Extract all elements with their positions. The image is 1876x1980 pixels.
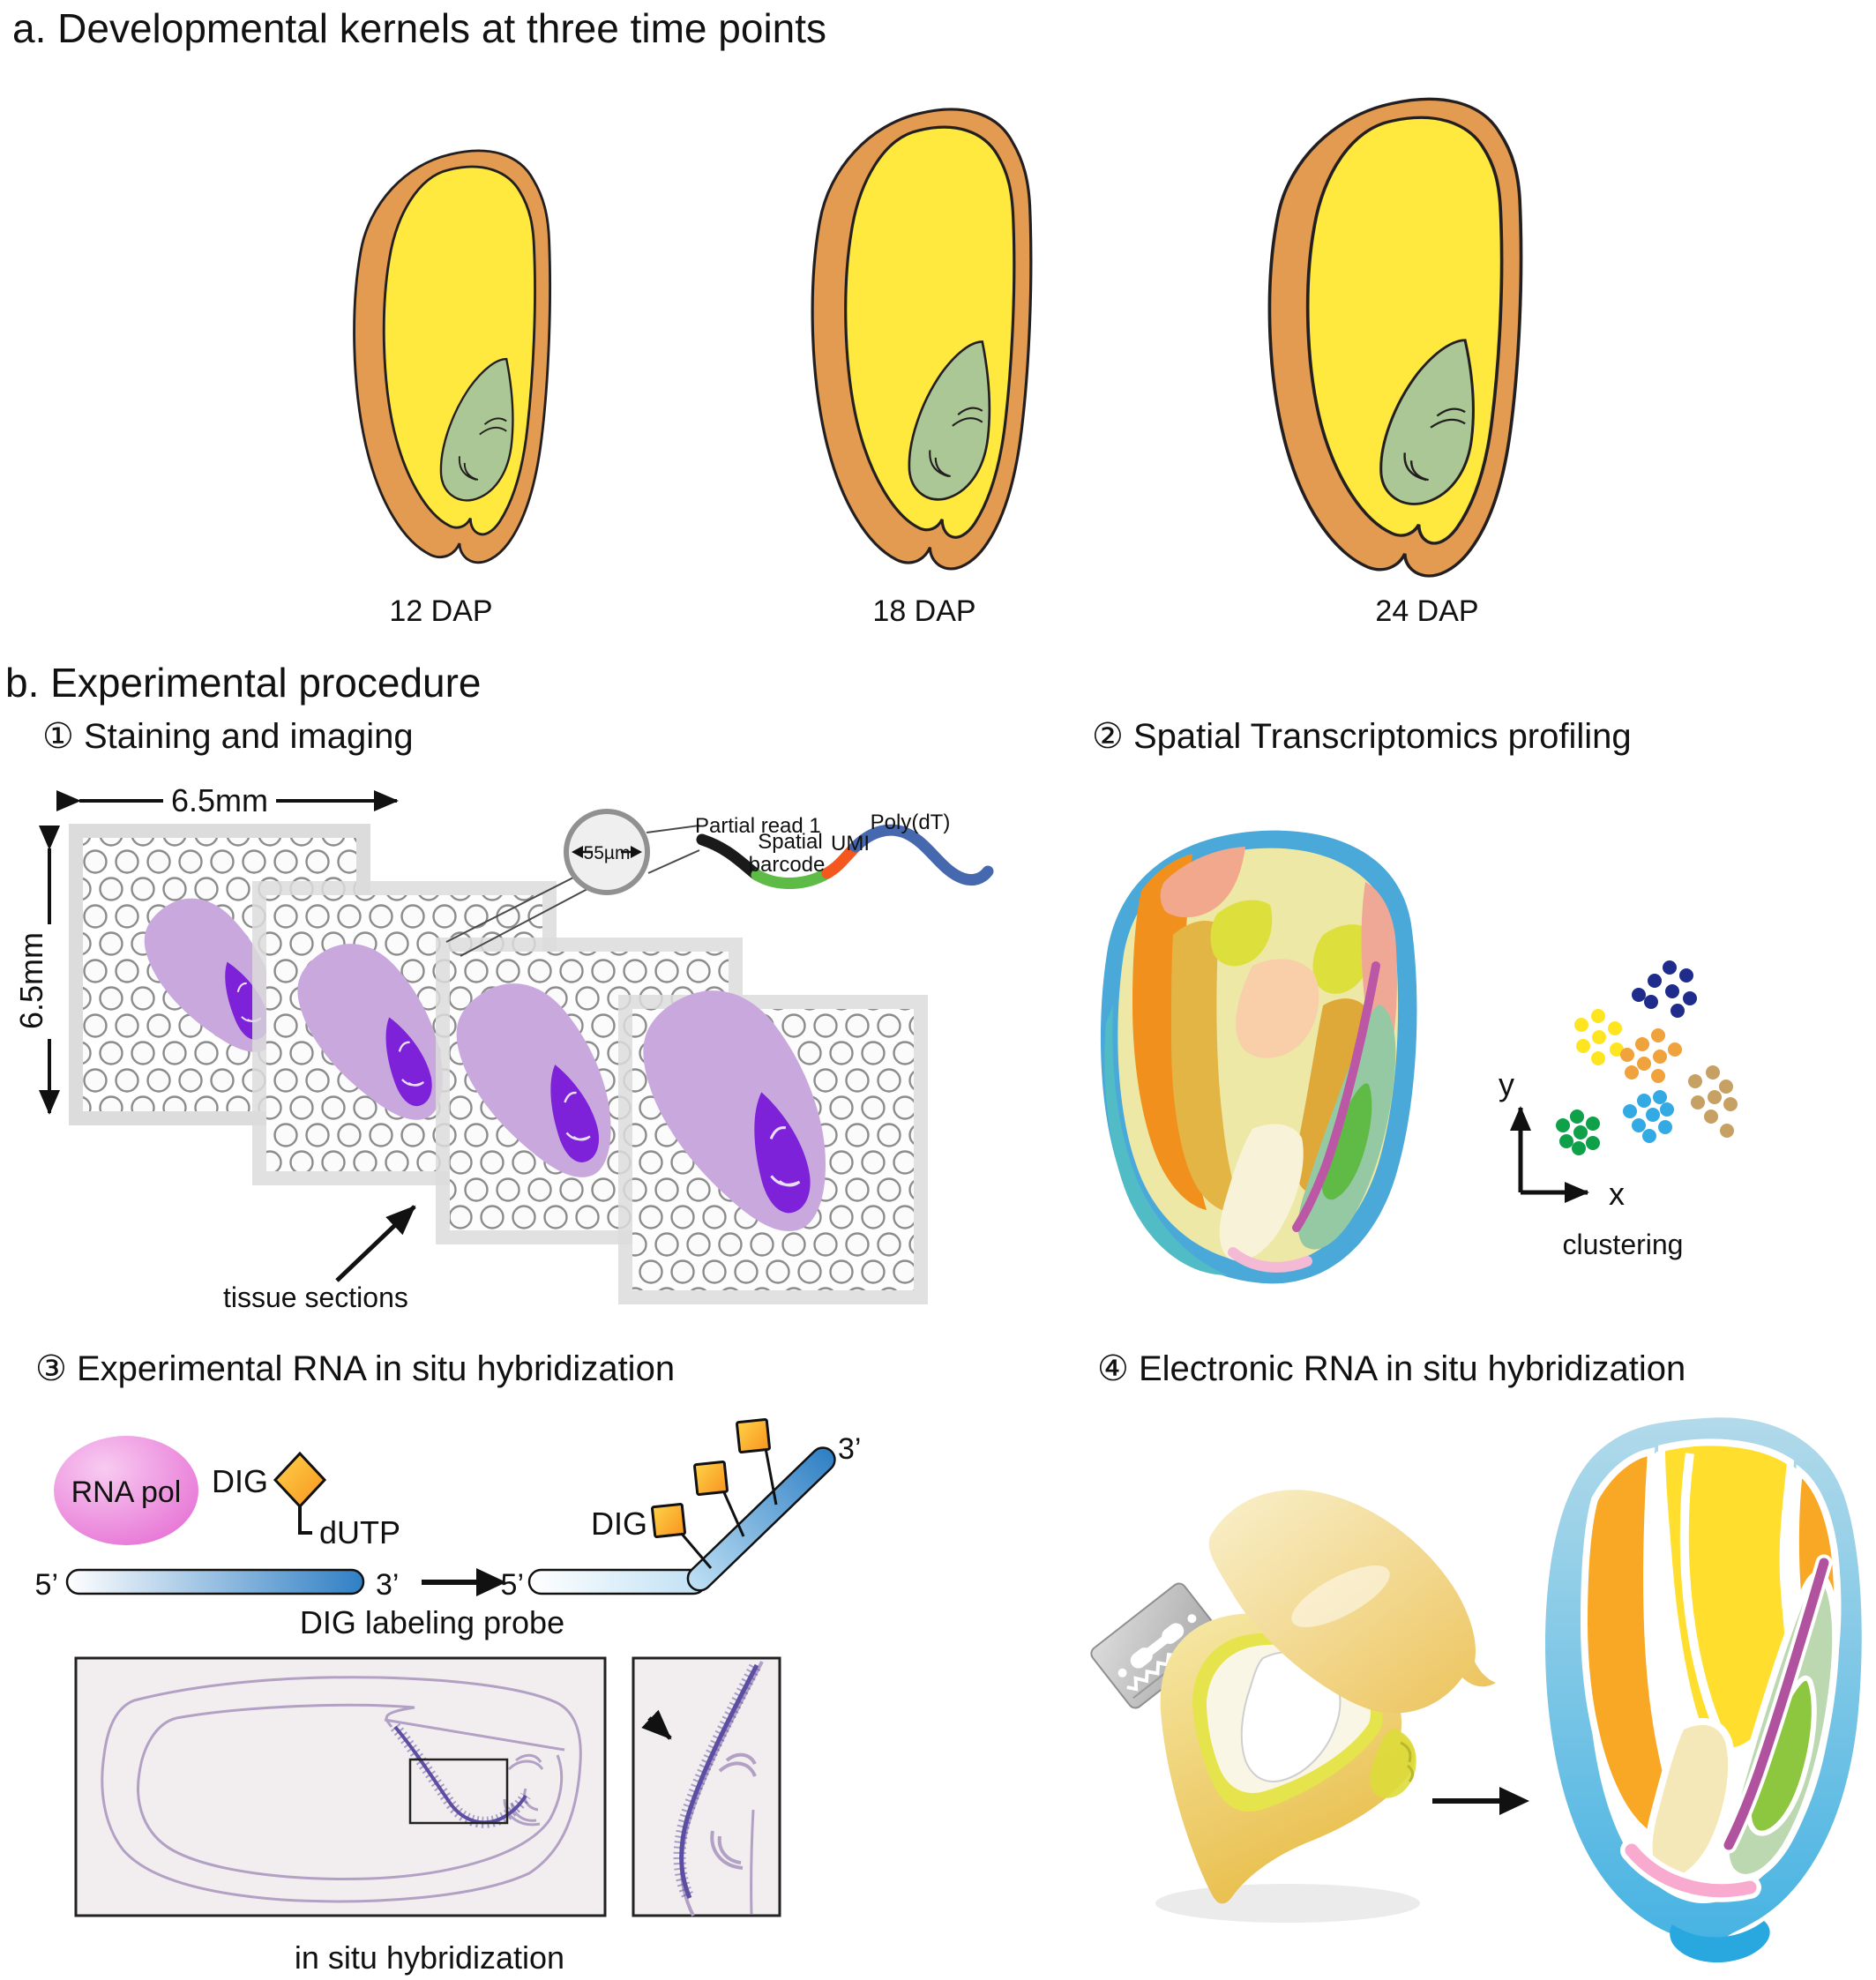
kernel-label-12dap: 12 DAP bbox=[389, 594, 492, 628]
zoom-connector-line bbox=[445, 876, 576, 943]
probe2-5prime-label: 5’ bbox=[501, 1568, 524, 1602]
dig-square-icon bbox=[736, 1418, 771, 1453]
spot-zoom-circle: 55µm bbox=[564, 809, 650, 895]
panel-a-title: a. Developmental kernels at three time p… bbox=[12, 5, 826, 51]
barcoded-read bbox=[696, 824, 994, 889]
ish-panel-main bbox=[74, 1656, 607, 1917]
ish-sketch bbox=[101, 1676, 582, 1903]
zoom-connector-line bbox=[647, 849, 700, 874]
right-arrow-icon bbox=[631, 846, 642, 858]
kernel-region-magenta-stripe bbox=[1292, 961, 1380, 1232]
kernel-region-cream bbox=[1219, 1124, 1304, 1261]
x-axis-label: x bbox=[1609, 1176, 1625, 1212]
dig-square-icon bbox=[651, 1503, 686, 1538]
rna-pol-ellipse bbox=[54, 1436, 198, 1545]
read-segment-polydt bbox=[849, 824, 994, 886]
eish-region-base-blue bbox=[1670, 1921, 1770, 1963]
step1-title: ① Staining and imaging bbox=[42, 717, 414, 756]
probe1-3prime-label: 3’ bbox=[376, 1568, 399, 1602]
reaction-arrow-head bbox=[476, 1568, 506, 1596]
spatial-barcode-label-2: barcode bbox=[749, 853, 826, 877]
chip-width-label: 6.5mm bbox=[171, 782, 268, 818]
tissue-sections-arrow bbox=[335, 1205, 416, 1282]
kernel-24dap bbox=[1267, 97, 1523, 578]
dig-label: DIG bbox=[212, 1463, 268, 1499]
kernel-12dap bbox=[353, 149, 552, 564]
kernel-region-mustard bbox=[1171, 921, 1242, 1213]
tissue-sections-label: tissue sections bbox=[223, 1281, 408, 1313]
kernel-region-green bbox=[1321, 1083, 1372, 1200]
y-axis-label: y bbox=[1499, 1066, 1514, 1102]
cluster-tan bbox=[1688, 1065, 1738, 1138]
kernel-region-peach bbox=[1236, 959, 1319, 1058]
kernel-region-yellowgreen bbox=[1210, 900, 1273, 967]
ish-highlight-box bbox=[408, 1758, 509, 1825]
chip-width-measure: 6.5mm bbox=[56, 780, 399, 818]
spatial-barcode-label-1: Spatial bbox=[758, 830, 822, 854]
ish-zoom-staining bbox=[673, 1663, 761, 1899]
cluster-navy bbox=[1632, 960, 1697, 1018]
dig-diamond-icon bbox=[273, 1451, 327, 1509]
probe2-3prime-label: 3’ bbox=[838, 1432, 861, 1466]
kernel-label-18dap: 18 DAP bbox=[872, 594, 975, 628]
spot-size-label: 55µm bbox=[584, 843, 631, 863]
zoom-connector-line bbox=[646, 825, 700, 833]
step2-title: ② Spatial Transcriptomics profiling bbox=[1092, 717, 1632, 756]
eish-region-pink-stripe bbox=[1625, 1843, 1757, 1898]
kernel-18dap bbox=[811, 108, 1033, 571]
read-segment-spatial-barcode bbox=[751, 867, 833, 889]
kernel-shadow bbox=[1155, 1884, 1420, 1923]
cut-kernel-sprout-detail bbox=[1400, 1741, 1414, 1782]
st-profiling-kernel bbox=[1100, 830, 1417, 1284]
zoom-connector-line bbox=[460, 888, 588, 957]
panel-b-title: b. Experimental procedure bbox=[5, 660, 482, 706]
dutp-linker bbox=[298, 1506, 312, 1535]
kernel-region-pink-stripe bbox=[1228, 1247, 1312, 1273]
kernel-region-yellowgreen bbox=[1312, 924, 1372, 994]
cluster-cyan bbox=[1623, 1090, 1674, 1143]
dig-probe-caption: DIG labeling probe bbox=[300, 1604, 564, 1640]
partial-read-label: Partial read 1 bbox=[695, 814, 821, 838]
step3-title: ③ Experimental RNA in situ hybridization bbox=[35, 1349, 675, 1388]
ish-panel-zoom bbox=[632, 1656, 781, 1917]
dig-square-icon bbox=[693, 1461, 729, 1496]
dig2-label: DIG bbox=[591, 1506, 647, 1542]
eish-white-channel bbox=[1679, 1453, 1730, 1747]
chip-height-measure: 6.5mm bbox=[13, 826, 69, 1115]
cut-kernel-sheen bbox=[1291, 1565, 1390, 1627]
cluster-green bbox=[1556, 1110, 1600, 1155]
transform-arrow-head bbox=[1499, 1787, 1529, 1815]
chip-height-label: 6.5mm bbox=[13, 932, 49, 1029]
eish-kernel bbox=[1545, 1417, 1862, 1963]
eish-region-magenta-stripe bbox=[1723, 1558, 1829, 1850]
dutp-label: dUTP bbox=[319, 1514, 400, 1550]
probe-bar-labeled bbox=[527, 1418, 836, 1595]
cluster-orange bbox=[1620, 1028, 1682, 1083]
cut-kernel bbox=[1160, 1490, 1496, 1904]
rna-pol-label: RNA pol bbox=[71, 1476, 182, 1509]
cluster-yellow bbox=[1574, 1009, 1624, 1065]
probe1-5prime-label: 5’ bbox=[35, 1568, 58, 1602]
kernel-region-salmon bbox=[1160, 847, 1245, 918]
ish-caption: in situ hybridization bbox=[295, 1939, 564, 1976]
ish-zoom-arrow-icon bbox=[641, 1709, 672, 1740]
probe-bar-unlabeled bbox=[65, 1568, 365, 1595]
kernel-label-24dap: 24 DAP bbox=[1375, 594, 1478, 628]
kernel-region-teal bbox=[1104, 1005, 1228, 1275]
step4-title: ④ Electronic RNA in situ hybridization bbox=[1097, 1349, 1685, 1388]
left-arrow-icon bbox=[572, 846, 583, 858]
umi-label: UMI bbox=[831, 832, 870, 856]
polydt-label: Poly(dT) bbox=[871, 811, 951, 834]
clustering-label: clustering bbox=[1563, 1229, 1684, 1260]
clustering-plot: y x clustering bbox=[1499, 960, 1738, 1260]
